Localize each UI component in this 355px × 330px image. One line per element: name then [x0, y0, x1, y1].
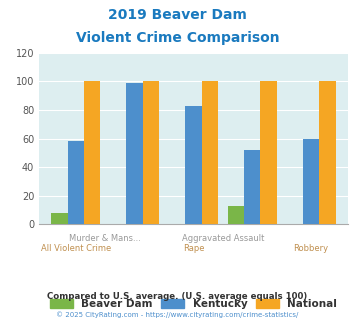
Bar — [303, 139, 319, 224]
Bar — [143, 82, 159, 224]
Bar — [319, 82, 335, 224]
Text: Compared to U.S. average. (U.S. average equals 100): Compared to U.S. average. (U.S. average … — [47, 292, 308, 301]
Legend: Beaver Dam, Kentucky, National: Beaver Dam, Kentucky, National — [46, 295, 341, 314]
Bar — [185, 106, 202, 224]
Text: 2019 Beaver Dam: 2019 Beaver Dam — [108, 8, 247, 22]
Bar — [84, 82, 100, 224]
Text: Rape: Rape — [183, 245, 204, 253]
Text: Murder & Mans...: Murder & Mans... — [69, 234, 141, 244]
Bar — [51, 213, 68, 224]
Bar — [68, 142, 84, 224]
Bar — [244, 150, 261, 224]
Bar — [261, 82, 277, 224]
Text: All Violent Crime: All Violent Crime — [41, 245, 111, 253]
Bar — [202, 82, 218, 224]
Text: Aggravated Assault: Aggravated Assault — [182, 234, 264, 244]
Text: © 2025 CityRating.com - https://www.cityrating.com/crime-statistics/: © 2025 CityRating.com - https://www.city… — [56, 311, 299, 317]
Bar — [228, 206, 244, 224]
Text: Violent Crime Comparison: Violent Crime Comparison — [76, 31, 279, 45]
Bar — [126, 83, 143, 224]
Text: Robbery: Robbery — [294, 245, 329, 253]
